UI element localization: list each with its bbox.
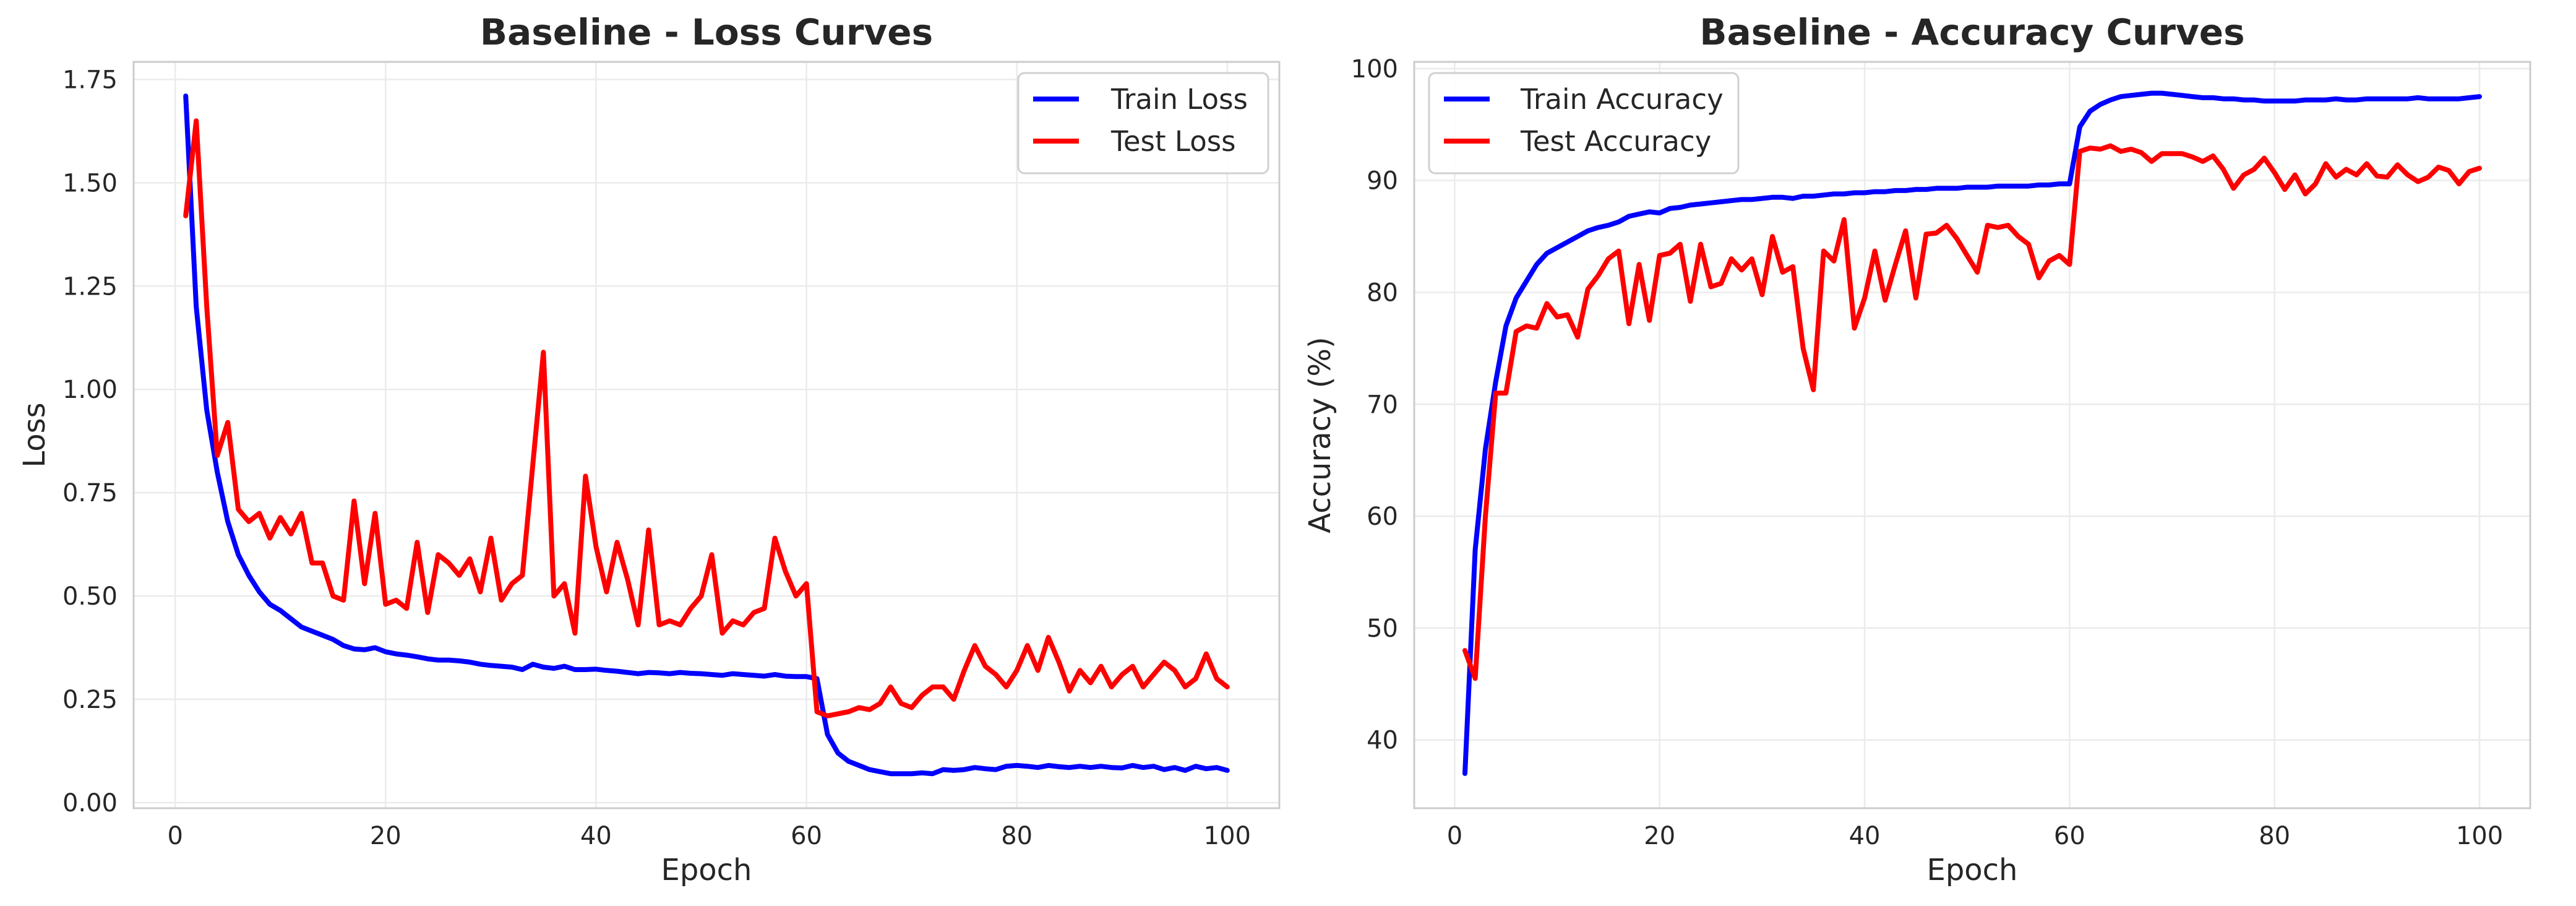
accuracy-x-tick-label: 100 <box>2456 822 2503 850</box>
accuracy-x-axis-label: Epoch <box>1927 853 2018 887</box>
series-line-train-loss <box>183 93 1230 777</box>
loss-x-axis-label: Epoch <box>661 853 752 887</box>
accuracy-plot-frame <box>1413 61 2531 809</box>
loss-y-tick-label: 0.00 <box>62 789 118 818</box>
accuracy-grid <box>1414 62 2530 808</box>
loss-x-tick-label: 20 <box>370 822 401 850</box>
loss-series-group <box>183 93 1230 777</box>
loss-y-tick-label: 1.50 <box>62 169 118 197</box>
loss-y-tick-label: 1.25 <box>62 272 118 301</box>
loss-legend: Train Loss Test Loss <box>1017 72 1269 175</box>
accuracy-x-tick-label: 20 <box>1644 822 1675 850</box>
loss-y-tick-label: 1.75 <box>62 66 118 94</box>
accuracy-legend: Train Accuracy Test Accuracy <box>1428 72 1740 175</box>
accuracy-y-axis-label: Accuracy (%) <box>1303 337 1337 533</box>
accuracy-x-tick-label: 0 <box>1447 822 1462 850</box>
series-line-test-loss <box>183 118 1230 718</box>
loss-chart-title: Baseline - Loss Curves <box>480 11 933 53</box>
accuracy-y-tick-label: 100 <box>1351 55 1398 84</box>
loss-x-tick-label: 0 <box>167 822 182 850</box>
series-line-train-accuracy <box>1462 90 2482 776</box>
accuracy-y-tick-label: 40 <box>1367 727 1398 755</box>
accuracy-y-tick-label: 50 <box>1367 615 1398 643</box>
loss-y-tick-label: 0.75 <box>62 479 118 507</box>
legend-label-train-loss: Train Loss <box>1110 83 1248 116</box>
accuracy-x-ticks: 0 20 40 60 80 100 <box>1447 822 2503 850</box>
accuracy-x-tick-label: 60 <box>2054 822 2085 850</box>
accuracy-legend-box <box>1428 72 1740 175</box>
loss-y-tick-label: 0.50 <box>62 582 118 611</box>
accuracy-x-tick-label: 40 <box>1849 822 1881 850</box>
loss-x-tick-label: 80 <box>1001 822 1033 850</box>
loss-y-tick-label: 0.25 <box>62 686 118 714</box>
loss-y-axis-label: Loss <box>17 402 52 467</box>
accuracy-y-tick-label: 80 <box>1367 278 1398 307</box>
series-line-test-accuracy <box>1462 143 2482 681</box>
accuracy-y-tick-label: 70 <box>1367 390 1398 419</box>
loss-x-tick-label: 60 <box>791 822 822 850</box>
loss-legend-box <box>1017 72 1269 175</box>
accuracy-y-tick-label: 90 <box>1367 167 1398 196</box>
loss-x-ticks: 0 20 40 60 80 100 <box>167 822 1251 850</box>
loss-plot-frame <box>132 61 1281 809</box>
legend-label-test-accuracy: Test Accuracy <box>1520 125 1711 158</box>
accuracy-x-tick-label: 80 <box>2259 822 2290 850</box>
loss-y-tick-label: 1.00 <box>62 376 118 404</box>
loss-y-ticks: 0.00 0.25 0.50 0.75 1.00 1.25 1.50 1.75 <box>62 66 118 818</box>
accuracy-chart-title: Baseline - Accuracy Curves <box>1699 11 2244 53</box>
loss-x-tick-label: 40 <box>580 822 612 850</box>
legend-label-train-accuracy: Train Accuracy <box>1520 83 1724 116</box>
loss-x-tick-label: 100 <box>1204 822 1251 850</box>
legend-label-test-loss: Test Loss <box>1110 125 1236 158</box>
accuracy-y-ticks: 40 50 60 70 80 90 100 <box>1351 55 1398 755</box>
accuracy-y-tick-label: 60 <box>1367 503 1398 531</box>
accuracy-curves-panel: 0 20 40 60 80 100 40 50 60 70 80 90 100 Baseline - … <box>1303 11 2531 887</box>
loss-curves-panel: 0 20 40 60 80 100 0.00 0.25 0.50 0.75 1.00 1.25 1.5… <box>17 11 1281 887</box>
accuracy-series-group <box>1462 90 2482 776</box>
